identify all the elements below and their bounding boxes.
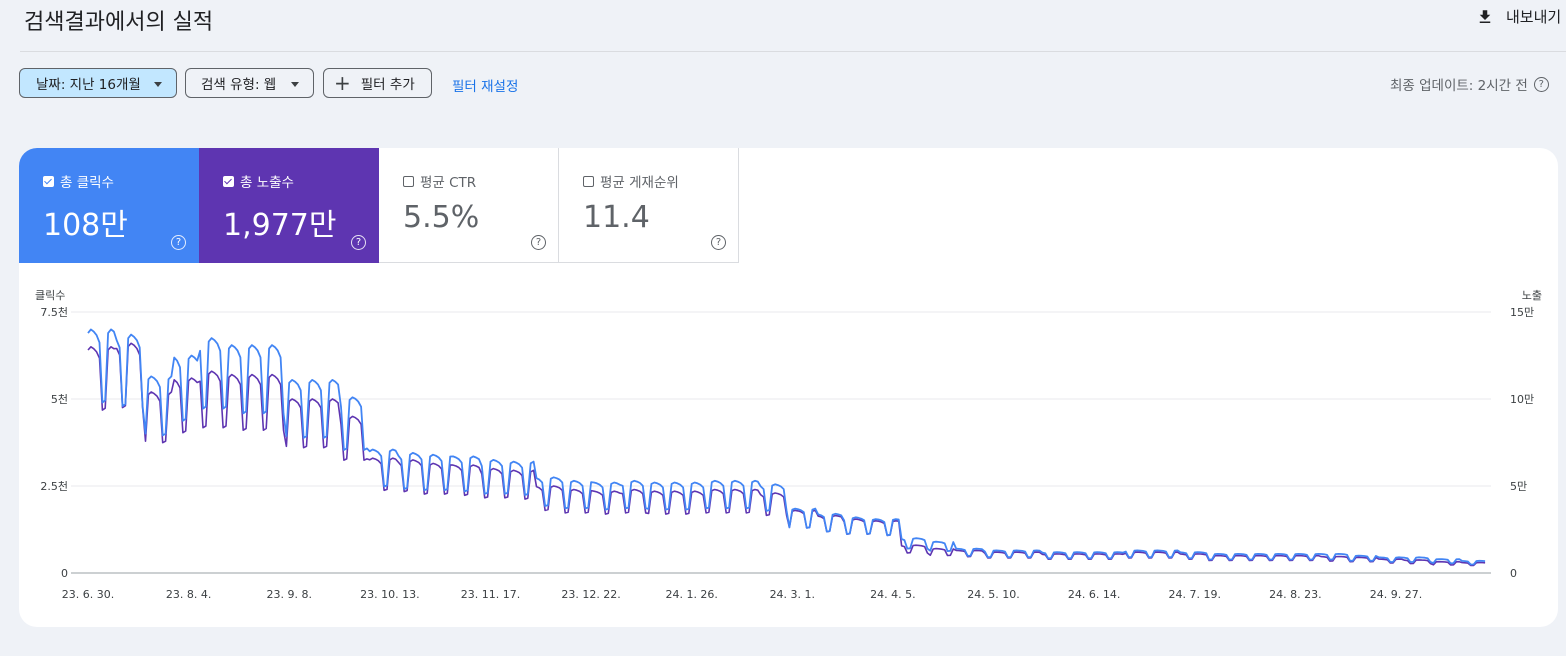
search-type-chip[interactable]: 검색 유형: 웹 <box>185 68 314 98</box>
x-tick: 24. 6. 14. <box>1068 588 1120 601</box>
x-tick: 24. 7. 19. <box>1169 588 1221 601</box>
header-divider <box>20 51 1566 52</box>
help-icon[interactable]: ? <box>171 235 186 250</box>
page-title: 검색결과에서의 실적 <box>24 10 214 35</box>
x-tick: 23. 11. 17. <box>461 588 520 601</box>
add-filter-label: 필터 추가 <box>360 77 415 93</box>
chevron-down-icon <box>154 82 162 87</box>
metric-label: 총 클릭수 <box>60 175 114 191</box>
checkbox-icon[interactable] <box>583 175 594 187</box>
metric-value: 108만 <box>43 208 128 243</box>
date-filter-chip[interactable]: 날짜: 지난 16개월 <box>19 68 177 98</box>
x-tick: 24. 3. 1. <box>770 588 815 601</box>
metric-value: 11.4 <box>583 200 650 235</box>
metric-total-impressions[interactable]: 총 노출수 1,977만 ? <box>199 148 379 263</box>
metric-label: 평균 CTR <box>420 175 477 191</box>
x-tick: 23. 10. 13. <box>360 588 419 601</box>
right-axis-title: 노출 <box>1522 289 1542 302</box>
download-icon <box>1479 9 1491 23</box>
chevron-down-icon <box>291 82 299 87</box>
metric-average-position[interactable]: 평균 게재순위 11.4 ? <box>559 148 739 263</box>
help-icon[interactable]: ? <box>531 235 546 250</box>
metric-average-ctr[interactable]: 평균 CTR 5.5% ? <box>379 148 559 263</box>
search-type-label: 검색 유형: 웹 <box>201 77 277 93</box>
help-icon[interactable]: ? <box>1533 76 1549 92</box>
export-label: 내보내기 <box>1506 8 1562 26</box>
metric-total-clicks[interactable]: 총 클릭수 108만 ? <box>19 148 199 263</box>
plus-icon: + <box>334 71 351 95</box>
x-tick: 23. 6. 30. <box>62 588 114 601</box>
last-updated: 최종 업데이트: 2시간 전 ? <box>1390 74 1549 94</box>
checkbox-icon[interactable] <box>223 175 234 187</box>
last-updated-text: 최종 업데이트: 2시간 전 <box>1390 78 1528 94</box>
x-tick: 24. 9. 27. <box>1370 588 1422 601</box>
x-tick: 24. 5. 10. <box>967 588 1019 601</box>
metric-label: 총 노출수 <box>240 175 294 191</box>
metric-label: 평균 게재순위 <box>600 175 679 191</box>
checkbox-icon[interactable] <box>43 175 54 187</box>
x-tick: 24. 8. 23. <box>1269 588 1321 601</box>
y-right-tick: 10만 <box>1510 393 1534 406</box>
help-icon[interactable]: ? <box>711 235 726 250</box>
y-left-tick: 0 <box>61 567 68 580</box>
performance-chart[interactable]: 클릭수 노출 0 0 2.5천 5만 5천 10만 7.5천 15만 23. 6. 30. 23… <box>19 148 1558 627</box>
x-tick: 23. 8. 4. <box>166 588 211 601</box>
y-left-tick: 2.5천 <box>40 479 68 493</box>
add-filter-button[interactable]: + 필터 추가 <box>323 68 432 98</box>
left-axis-title: 클릭수 <box>35 289 65 302</box>
metric-value: 1,977만 <box>223 208 337 243</box>
y-right-tick: 0 <box>1510 567 1517 580</box>
y-left-tick: 7.5천 <box>40 305 68 319</box>
checkbox-icon[interactable] <box>403 175 414 187</box>
reset-filters-link[interactable]: 필터 재설정 <box>452 79 519 95</box>
impressions-line <box>87 342 1486 567</box>
export-button[interactable]: 내보내기 <box>1476 6 1561 27</box>
y-right-tick: 5만 <box>1510 480 1527 493</box>
help-icon[interactable]: ? <box>351 235 366 250</box>
x-tick: 23. 9. 8. <box>266 588 311 601</box>
metric-value: 5.5% <box>403 200 480 235</box>
clicks-line <box>87 328 1486 566</box>
performance-card: 총 클릭수 108만 ? 총 노출수 1,977만 ? 평균 CTR 5.5% … <box>19 148 1558 627</box>
x-tick: 23. 12. 22. <box>561 588 620 601</box>
x-tick: 24. 4. 5. <box>870 588 915 601</box>
date-filter-label: 날짜: 지난 16개월 <box>36 77 141 93</box>
x-tick: 24. 1. 26. <box>665 588 717 601</box>
y-left-tick: 5천 <box>51 392 68 406</box>
y-right-tick: 15만 <box>1510 306 1534 319</box>
